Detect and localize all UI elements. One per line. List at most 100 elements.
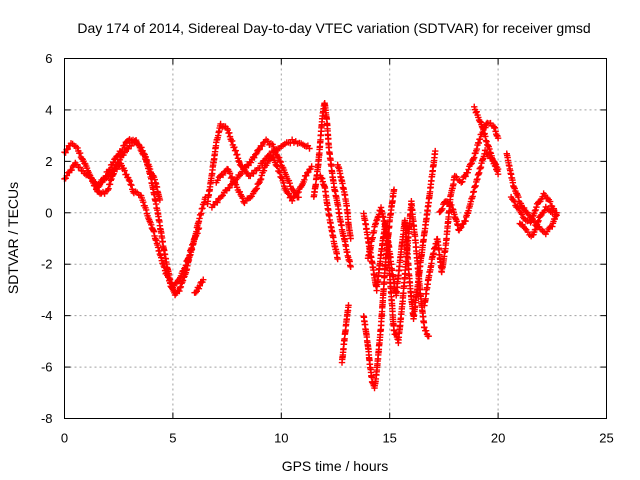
data-point [74, 144, 81, 152]
data-point [550, 205, 558, 212]
data-point [295, 188, 302, 196]
x-tick-label: 25 [599, 431, 613, 446]
data-point [200, 276, 207, 283]
y-tick-label: -4 [41, 308, 53, 323]
data-point [425, 333, 432, 340]
data-point [226, 184, 233, 191]
data-point [113, 165, 121, 173]
data-point [226, 129, 233, 137]
data-point [235, 157, 242, 164]
data-point [140, 198, 147, 206]
data-point [256, 164, 263, 172]
data-point [176, 287, 183, 295]
data-point [128, 182, 135, 189]
data-point [294, 189, 301, 197]
data-point [518, 211, 526, 218]
data-point [533, 222, 540, 229]
data-point [253, 150, 260, 157]
data-point [119, 146, 126, 154]
x-axis-label: GPS time / hours [282, 458, 389, 474]
data-point [511, 198, 518, 205]
data-point [188, 244, 195, 252]
data-point [468, 159, 476, 167]
y-tick-label: -8 [41, 411, 53, 426]
data-point [236, 172, 243, 179]
data-point [176, 284, 184, 291]
data-point [432, 147, 439, 155]
data-point [228, 173, 236, 181]
data-point [533, 203, 540, 211]
data-point [236, 188, 243, 196]
data-point [195, 285, 203, 292]
data-point [458, 223, 465, 231]
data-point [226, 170, 234, 177]
data-point [531, 207, 539, 215]
data-point [110, 159, 117, 166]
y-axis-label: SDTVAR / TECUs [5, 182, 21, 294]
data-point [102, 173, 109, 180]
data-point [510, 196, 517, 204]
data-point [252, 151, 259, 158]
data-point [126, 177, 134, 185]
data-point [228, 137, 236, 145]
data-point [142, 206, 150, 214]
data-point [252, 186, 260, 193]
data-point [473, 108, 480, 115]
data-point [494, 171, 502, 178]
x-tick-label: 10 [274, 431, 288, 446]
data-point [270, 143, 277, 151]
data-point [259, 142, 266, 150]
data-point [286, 179, 293, 187]
data-point [334, 255, 341, 263]
data-point [549, 209, 556, 216]
data-point [537, 212, 544, 220]
data-point [68, 166, 75, 174]
data-point [171, 282, 178, 290]
data-point [276, 157, 284, 165]
data-point [232, 147, 239, 154]
data-point [462, 173, 469, 180]
data-point [288, 197, 296, 204]
data-point [458, 179, 465, 186]
data-point [194, 226, 202, 233]
data-point [143, 156, 151, 164]
plot-frame [64, 58, 607, 419]
data-point [301, 176, 308, 184]
data-point [484, 142, 492, 149]
data-point [308, 163, 315, 170]
data-point [64, 145, 71, 153]
data-point [121, 167, 128, 174]
data-point [127, 181, 134, 188]
data-point [107, 177, 114, 184]
data-point [467, 160, 475, 168]
y-tick-label: -2 [41, 257, 53, 272]
data-point [421, 324, 428, 331]
y-tick-label: -6 [41, 360, 53, 375]
data-point [218, 193, 225, 200]
data-point [76, 149, 84, 157]
data-point [481, 147, 489, 154]
data-point [486, 145, 493, 153]
x-axis-ticks: 0 5 10 15 20 25 [61, 58, 614, 446]
data-point [247, 159, 255, 166]
data-point [227, 174, 235, 182]
data-point [94, 184, 102, 191]
y-tick-label: 6 [45, 51, 52, 66]
data-point [76, 164, 84, 171]
data-point [187, 246, 195, 253]
data-point [141, 151, 148, 159]
data-point [105, 185, 112, 192]
data-point [146, 165, 154, 173]
data-point [109, 171, 117, 178]
data-point [192, 289, 199, 296]
data-point [456, 225, 464, 232]
data-point [486, 149, 494, 156]
data-point [62, 149, 69, 156]
data-point [517, 200, 525, 207]
data-point [106, 166, 114, 173]
data-point [275, 154, 283, 161]
data-point [345, 302, 352, 309]
data-point [99, 178, 106, 186]
y-tick-label: 0 [45, 205, 52, 220]
